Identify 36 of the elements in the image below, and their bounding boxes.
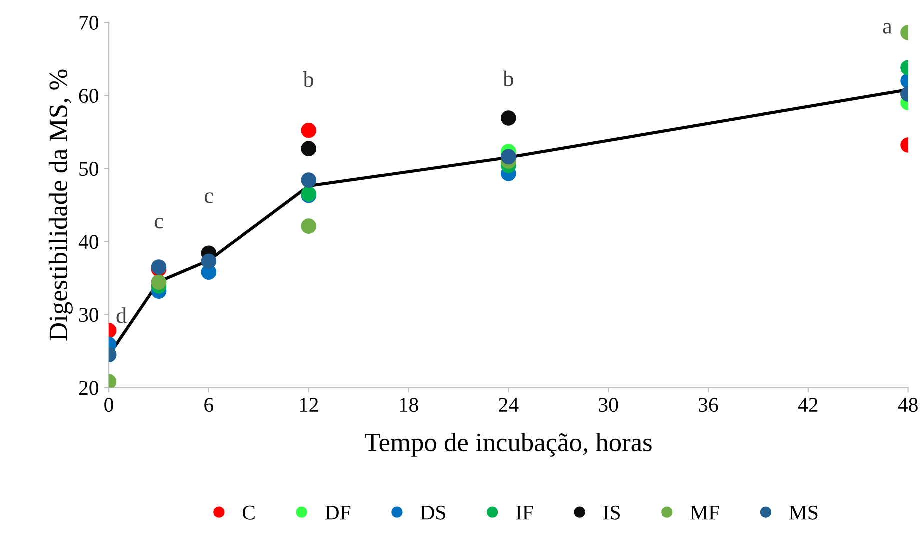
annotation: a [883,23,892,34]
x-tick-label: 0 [104,398,114,412]
x-tick-label: 42 [798,398,818,412]
legend-label: DS [420,506,446,520]
legend-label: DF [325,506,351,520]
y-tick-label: 40 [78,235,99,250]
legend-label: MS [789,506,818,520]
legend-label: IF [516,506,534,520]
x-tick-label: 18 [400,398,418,412]
annotation: d [116,308,127,324]
point [301,172,316,188]
legend-label: IS [604,506,620,520]
annotation: c [204,192,214,204]
y-tick-label: 50 [80,162,99,176]
x-tick-label: 24 [499,398,519,412]
point [201,254,217,270]
annotation: b [303,72,314,88]
x-tick-label: 48 [898,398,918,412]
point [301,218,316,234]
x-tick-label: 36 [699,398,718,412]
x-tick-label: 30 [599,398,618,412]
x-tick-label: 6 [204,398,214,412]
point [301,141,316,157]
x-axis-title: Tempo de incubação, horas [364,432,652,457]
point [501,149,516,165]
annotation: c [154,218,164,229]
annotation: b [503,70,514,86]
x-tick-label: 12 [300,398,318,412]
y-tick-label: 60 [79,88,99,104]
point [501,110,516,126]
y-tick-label: 70 [80,16,99,30]
y-axis-title: Digestibilidade da MS, % [48,70,73,341]
legend-label: MF [690,506,720,520]
y-tick-label: 30 [79,308,99,322]
y-tick-label: 20 [79,381,99,396]
legend-label: C [242,506,255,520]
